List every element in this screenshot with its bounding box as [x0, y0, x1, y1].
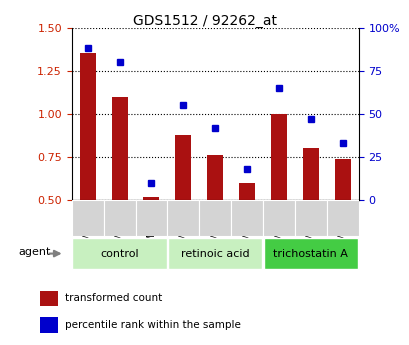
Text: retinoic acid: retinoic acid: [180, 249, 249, 258]
Bar: [168, 238, 262, 269]
Bar: [231, 200, 263, 236]
Text: trichostatin A: trichostatin A: [273, 249, 348, 258]
Bar: [72, 238, 166, 269]
Text: agent: agent: [18, 247, 50, 257]
Bar: [294, 200, 326, 236]
Bar: [175, 135, 191, 286]
Bar: [40, 290, 58, 306]
Bar: [167, 200, 199, 236]
Bar: [143, 197, 159, 286]
Bar: [302, 148, 318, 286]
Bar: [199, 200, 231, 236]
Text: GDS1512 / 92262_at: GDS1512 / 92262_at: [133, 14, 276, 28]
Bar: [326, 200, 358, 236]
Bar: [270, 114, 286, 286]
Text: transformed count: transformed count: [65, 293, 162, 303]
Bar: [40, 317, 58, 333]
Bar: [111, 97, 127, 286]
Bar: [263, 238, 357, 269]
Text: percentile rank within the sample: percentile rank within the sample: [65, 320, 240, 330]
Bar: [72, 200, 103, 236]
Bar: [103, 200, 135, 236]
Bar: [263, 200, 294, 236]
Bar: [79, 53, 95, 286]
Bar: [238, 183, 254, 286]
Bar: [334, 159, 350, 286]
Bar: [135, 200, 167, 236]
Text: control: control: [100, 249, 139, 258]
Bar: [207, 155, 222, 286]
